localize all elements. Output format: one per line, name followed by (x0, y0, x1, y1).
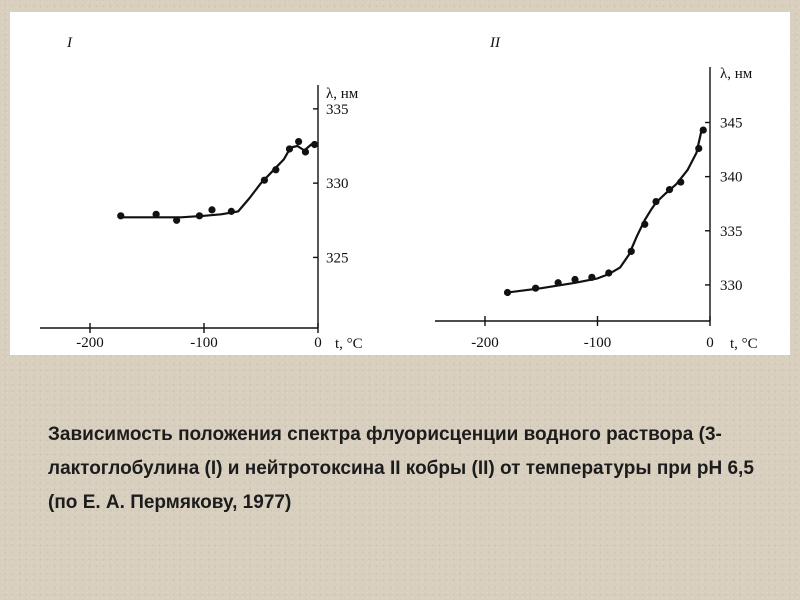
data-point (665, 186, 674, 194)
x-tick-label: 0 (314, 335, 322, 351)
y-tick-label: 330 (720, 278, 743, 294)
data-point (301, 148, 310, 156)
data-point (117, 212, 125, 220)
y-tick-label: 345 (720, 115, 743, 131)
data-point (677, 178, 685, 186)
x-tick-label: 0 (706, 335, 714, 351)
data-point (605, 269, 613, 277)
data-point (310, 140, 319, 149)
x-tick-label: -200 (76, 335, 104, 351)
data-point (260, 176, 269, 184)
x-tick-label: -100 (584, 335, 612, 351)
x-axis-label: t, °C (335, 336, 363, 352)
y-tick-label: 330 (326, 176, 349, 192)
y-tick-label: 335 (326, 102, 349, 118)
data-point (272, 166, 280, 174)
data-point (195, 212, 204, 220)
x-tick-label: -100 (190, 335, 218, 351)
chart-2: II -200 -100 0 330 335 340 345 λ, нм t, °C (435, 35, 758, 352)
y-axis-label: λ, нм (326, 86, 359, 102)
y-tick-label: 325 (326, 250, 349, 266)
data-point (173, 216, 181, 224)
data-point (227, 207, 235, 215)
data-point (208, 206, 216, 214)
data-point (652, 197, 660, 206)
data-point (695, 144, 703, 153)
data-point (641, 220, 649, 228)
x-tick-label: -200 (471, 335, 499, 351)
data-point (295, 137, 303, 146)
data-point (571, 275, 579, 284)
y-tick-label: 340 (720, 170, 743, 186)
data-point (285, 145, 294, 153)
data-point (627, 247, 635, 255)
data-point (532, 284, 540, 292)
data-point (152, 210, 160, 218)
panel-label: I (66, 35, 73, 51)
panel-label: II (489, 35, 501, 51)
figure-caption: Зависимость положения спектра флуорисцен… (48, 424, 754, 513)
x-axis-label: t, °C (730, 336, 758, 352)
data-point (503, 288, 512, 297)
data-point (699, 126, 707, 134)
data-point (588, 273, 596, 281)
data-point (554, 279, 562, 287)
y-axis-label: λ, нм (720, 66, 753, 82)
y-tick-label: 335 (720, 224, 743, 240)
fit-curve (120, 141, 318, 219)
fit-curve (507, 127, 704, 294)
figure-panel: I -200 -100 0 325 330 335 λ, нм t, °C II -200 -100 0… (10, 12, 790, 355)
